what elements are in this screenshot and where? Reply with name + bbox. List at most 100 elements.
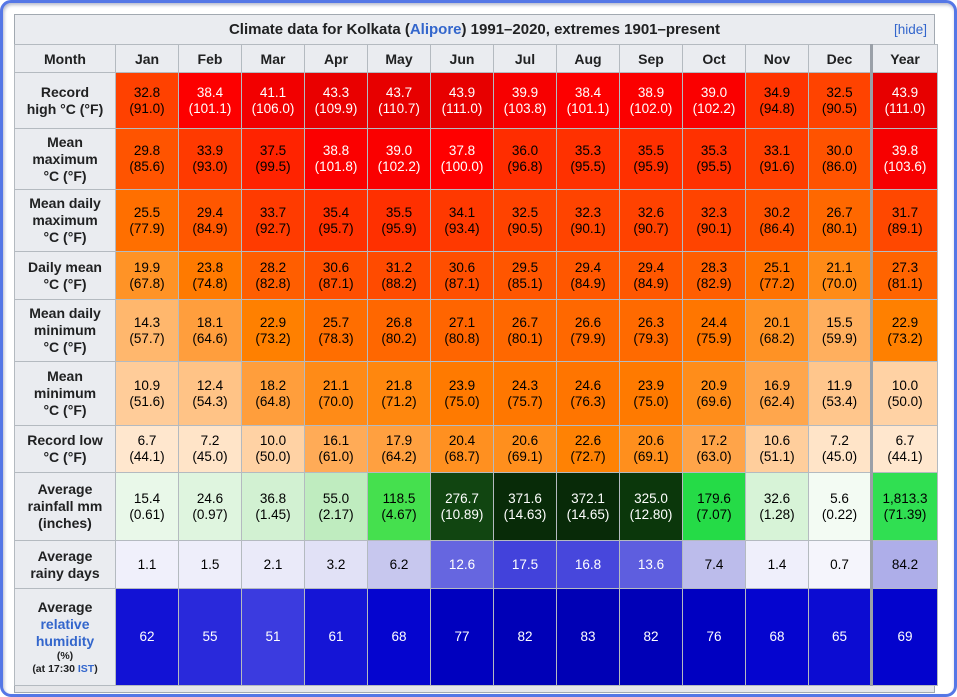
cell-record-low-jun: 20.4 (68.7) bbox=[430, 425, 494, 473]
cell-average-rainy-days-nov: 1.4 bbox=[745, 540, 809, 589]
row-label-mean-minimum: Mean minimum °C (°F) bbox=[14, 361, 116, 426]
cell-average-relative-humidity-oct: 76 bbox=[682, 588, 746, 686]
cell-average-rainfall-apr: 55.0 (2.17) bbox=[304, 472, 368, 541]
cell-mean-daily-minimum-sep: 26.3 (79.3) bbox=[619, 299, 683, 362]
alipore-link[interactable]: Alipore bbox=[409, 21, 462, 38]
cell-mean-daily-maximum-year: 31.7 (89.1) bbox=[870, 189, 938, 252]
cell-average-rainy-days-jun: 12.6 bbox=[430, 540, 494, 589]
cell-record-low-sep: 20.6 (69.1) bbox=[619, 425, 683, 473]
cell-mean-maximum-jul: 36.0 (96.8) bbox=[493, 128, 557, 190]
column-header-jul: Jul bbox=[493, 44, 557, 73]
cell-mean-daily-minimum-aug: 26.6 (79.9) bbox=[556, 299, 620, 362]
cell-average-rainfall-dec: 5.6 (0.22) bbox=[808, 472, 872, 541]
cell-average-relative-humidity-nov: 68 bbox=[745, 588, 809, 686]
cell-mean-minimum-mar: 18.2 (64.8) bbox=[241, 361, 305, 426]
cell-record-low-aug: 22.6 (72.7) bbox=[556, 425, 620, 473]
cell-average-relative-humidity-jan: 62 bbox=[115, 588, 179, 686]
cell-average-rainfall-feb: 24.6 (0.97) bbox=[178, 472, 242, 541]
cell-record-high-feb: 38.4 (101.1) bbox=[178, 72, 242, 129]
cell-average-relative-humidity-may: 68 bbox=[367, 588, 431, 686]
cell-record-low-jul: 20.6 (69.1) bbox=[493, 425, 557, 473]
cell-mean-daily-maximum-feb: 29.4 (84.9) bbox=[178, 189, 242, 252]
row-label-record-low: Record low °C (°F) bbox=[14, 425, 116, 473]
cell-average-rainy-days-apr: 3.2 bbox=[304, 540, 368, 589]
cell-mean-daily-minimum-oct: 24.4 (75.9) bbox=[682, 299, 746, 362]
cell-mean-maximum-apr: 38.8 (101.8) bbox=[304, 128, 368, 190]
cell-average-rainfall-nov: 32.6 (1.28) bbox=[745, 472, 809, 541]
cell-record-high-sep: 38.9 (102.0) bbox=[619, 72, 683, 129]
cell-average-relative-humidity-jul: 82 bbox=[493, 588, 557, 686]
cell-average-rainy-days-year: 84.2 bbox=[870, 540, 938, 589]
cell-mean-maximum-mar: 37.5 (99.5) bbox=[241, 128, 305, 190]
cell-daily-mean-nov: 25.1 (77.2) bbox=[745, 251, 809, 300]
cell-daily-mean-mar: 28.2 (82.8) bbox=[241, 251, 305, 300]
cell-average-rainy-days-dec: 0.7 bbox=[808, 540, 872, 589]
cell-average-rainfall-mar: 36.8 (1.45) bbox=[241, 472, 305, 541]
cell-record-low-jan: 6.7 (44.1) bbox=[115, 425, 179, 473]
cell-mean-minimum-jul: 24.3 (75.7) bbox=[493, 361, 557, 426]
cell-mean-minimum-nov: 16.9 (62.4) bbox=[745, 361, 809, 426]
cell-mean-maximum-aug: 35.3 (95.5) bbox=[556, 128, 620, 190]
relative-humidity-link[interactable]: relative humidity bbox=[35, 615, 95, 649]
cell-mean-daily-minimum-nov: 20.1 (68.2) bbox=[745, 299, 809, 362]
cell-mean-minimum-may: 21.8 (71.2) bbox=[367, 361, 431, 426]
cell-record-low-feb: 7.2 (45.0) bbox=[178, 425, 242, 473]
cell-average-rainy-days-aug: 16.8 bbox=[556, 540, 620, 589]
cell-average-rainfall-jun: 276.7 (10.89) bbox=[430, 472, 494, 541]
table-row-mean-maximum: Mean maximum °C (°F) 29.8 (85.6) 33.9 (93.0) 37… bbox=[14, 128, 938, 190]
cell-average-rainfall-aug: 372.1 (14.65) bbox=[556, 472, 620, 541]
cell-average-rainfall-jul: 371.6 (14.63) bbox=[493, 472, 557, 541]
table-row-daily-mean: Daily mean °C (°F) 19.9 (67.8) 23.8 (74.8) 28.… bbox=[14, 251, 938, 300]
cell-mean-daily-minimum-feb: 18.1 (64.6) bbox=[178, 299, 242, 362]
cell-average-relative-humidity-feb: 55 bbox=[178, 588, 242, 686]
cell-daily-mean-apr: 30.6 (87.1) bbox=[304, 251, 368, 300]
cell-mean-daily-minimum-jul: 26.7 (80.1) bbox=[493, 299, 557, 362]
cell-daily-mean-oct: 28.3 (82.9) bbox=[682, 251, 746, 300]
cell-mean-minimum-aug: 24.6 (76.3) bbox=[556, 361, 620, 426]
cell-mean-daily-maximum-jun: 34.1 (93.4) bbox=[430, 189, 494, 252]
cell-average-relative-humidity-apr: 61 bbox=[304, 588, 368, 686]
cell-average-relative-humidity-sep: 82 bbox=[619, 588, 683, 686]
cell-record-high-apr: 43.3 (109.9) bbox=[304, 72, 368, 129]
cell-mean-daily-minimum-jan: 14.3 (57.7) bbox=[115, 299, 179, 362]
climate-table-container: Climate data for Kolkata (Alipore) 1991–… bbox=[14, 14, 938, 693]
table-title-suffix: ) 1991–2020, extremes 1901–present bbox=[461, 21, 721, 38]
cell-mean-daily-minimum-apr: 25.7 (78.3) bbox=[304, 299, 368, 362]
hide-link[interactable]: [hide] bbox=[893, 22, 927, 37]
cell-mean-daily-maximum-mar: 33.7 (92.7) bbox=[241, 189, 305, 252]
cell-daily-mean-dec: 21.1 (70.0) bbox=[808, 251, 872, 300]
cell-average-relative-humidity-year: 69 bbox=[870, 588, 938, 686]
column-header-aug: Aug bbox=[556, 44, 620, 73]
cell-record-high-may: 43.7 (110.7) bbox=[367, 72, 431, 129]
cell-record-high-year: 43.9 (111.0) bbox=[870, 72, 938, 129]
cell-record-low-apr: 16.1 (61.0) bbox=[304, 425, 368, 473]
cell-average-rainfall-oct: 179.6 (7.07) bbox=[682, 472, 746, 541]
column-header-year: Year bbox=[870, 44, 938, 73]
cell-mean-daily-minimum-may: 26.8 (80.2) bbox=[367, 299, 431, 362]
row-label-record-high: Record high °C (°F) bbox=[14, 72, 116, 129]
column-header-month: Month bbox=[14, 44, 116, 73]
cell-mean-daily-minimum-year: 22.9 (73.2) bbox=[870, 299, 938, 362]
cell-mean-minimum-year: 10.0 (50.0) bbox=[870, 361, 938, 426]
cell-average-rainy-days-jul: 17.5 bbox=[493, 540, 557, 589]
column-header-feb: Feb bbox=[178, 44, 242, 73]
cell-average-rainfall-jan: 15.4 (0.61) bbox=[115, 472, 179, 541]
column-header-jan: Jan bbox=[115, 44, 179, 73]
cell-daily-mean-sep: 29.4 (84.9) bbox=[619, 251, 683, 300]
cell-mean-minimum-dec: 11.9 (53.4) bbox=[808, 361, 872, 426]
humidity-label-time: (at 17:30 IST) bbox=[32, 662, 98, 675]
cell-mean-daily-maximum-oct: 32.3 (90.1) bbox=[682, 189, 746, 252]
cell-record-low-nov: 10.6 (51.1) bbox=[745, 425, 809, 473]
cropped-next-row bbox=[14, 686, 935, 693]
cell-record-low-may: 17.9 (64.2) bbox=[367, 425, 431, 473]
ist-link[interactable]: IST bbox=[77, 662, 95, 675]
column-header-oct: Oct bbox=[682, 44, 746, 73]
cell-mean-minimum-jan: 10.9 (51.6) bbox=[115, 361, 179, 426]
table-row-record-low: Record low °C (°F) 6.7 (44.1) 7.2 (45.0) 10.0(… bbox=[14, 425, 938, 473]
cell-record-high-jun: 43.9 (111.0) bbox=[430, 72, 494, 129]
cell-mean-daily-maximum-aug: 32.3 (90.1) bbox=[556, 189, 620, 252]
row-label-daily-mean: Daily mean °C (°F) bbox=[14, 251, 116, 300]
cell-mean-maximum-year: 39.8 (103.6) bbox=[870, 128, 938, 190]
cell-average-rainy-days-jan: 1.1 bbox=[115, 540, 179, 589]
